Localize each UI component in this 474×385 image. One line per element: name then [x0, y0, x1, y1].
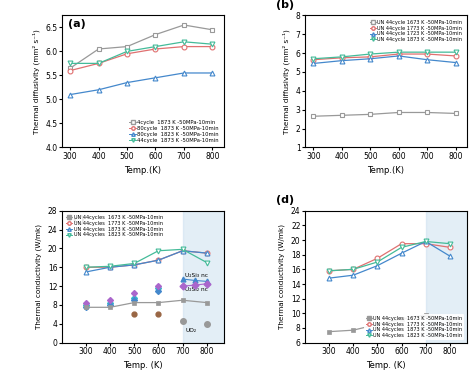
Y-axis label: Thermal diffusivity (mm² s⁻¹): Thermal diffusivity (mm² s⁻¹)	[32, 29, 40, 134]
Y-axis label: Thermal conductivity (W/mk): Thermal conductivity (W/mk)	[36, 224, 42, 329]
Bar	[182, 211, 224, 343]
Bar	[426, 211, 467, 343]
Text: U₂Si₂ nc: U₂Si₂ nc	[185, 287, 209, 292]
Legend: UN 44cycle 1673 K -50MPa-10min, UN 44cycle 1773 K -50MPa-10min, UN 44cycle 1723 : UN 44cycle 1673 K -50MPa-10min, UN 44cyc…	[368, 18, 465, 44]
Text: UO₂: UO₂	[185, 328, 197, 333]
X-axis label: Temp. (K): Temp. (K)	[366, 362, 406, 370]
Text: (b): (b)	[275, 0, 294, 10]
Text: (a): (a)	[68, 19, 86, 29]
Text: U₂Si₃ nc: U₂Si₃ nc	[185, 273, 209, 278]
X-axis label: Temp. (K): Temp. (K)	[123, 362, 163, 370]
Legend: UN 44cycles  1673 K -50MPa-10min, UN 44cycles  1773 K -50MPa-10min, UN 44cycles : UN 44cycles 1673 K -50MPa-10min, UN 44cy…	[64, 213, 165, 239]
Legend: UN 44cycles  1673 K -50MPa-10min, UN 44cycles  1773 K -50MPa-10min, UN 44cycles : UN 44cycles 1673 K -50MPa-10min, UN 44cy…	[364, 314, 465, 340]
X-axis label: Temp.(K): Temp.(K)	[367, 166, 404, 175]
Text: (d): (d)	[275, 196, 294, 206]
Text: (c): (c)	[68, 215, 85, 225]
Y-axis label: Thermal conductivity (W/mk): Thermal conductivity (W/mk)	[279, 224, 285, 329]
Legend: 4cycle  1873 K -50MPa-10min, 80cycle  1873 K -50MPa-10min, 80cycle  1823 K -50MP: 4cycle 1873 K -50MPa-10min, 80cycle 1873…	[128, 118, 221, 145]
Y-axis label: Thermal diffusivity (mm² s⁻¹): Thermal diffusivity (mm² s⁻¹)	[283, 29, 290, 134]
X-axis label: Temp.(K): Temp.(K)	[124, 166, 161, 175]
